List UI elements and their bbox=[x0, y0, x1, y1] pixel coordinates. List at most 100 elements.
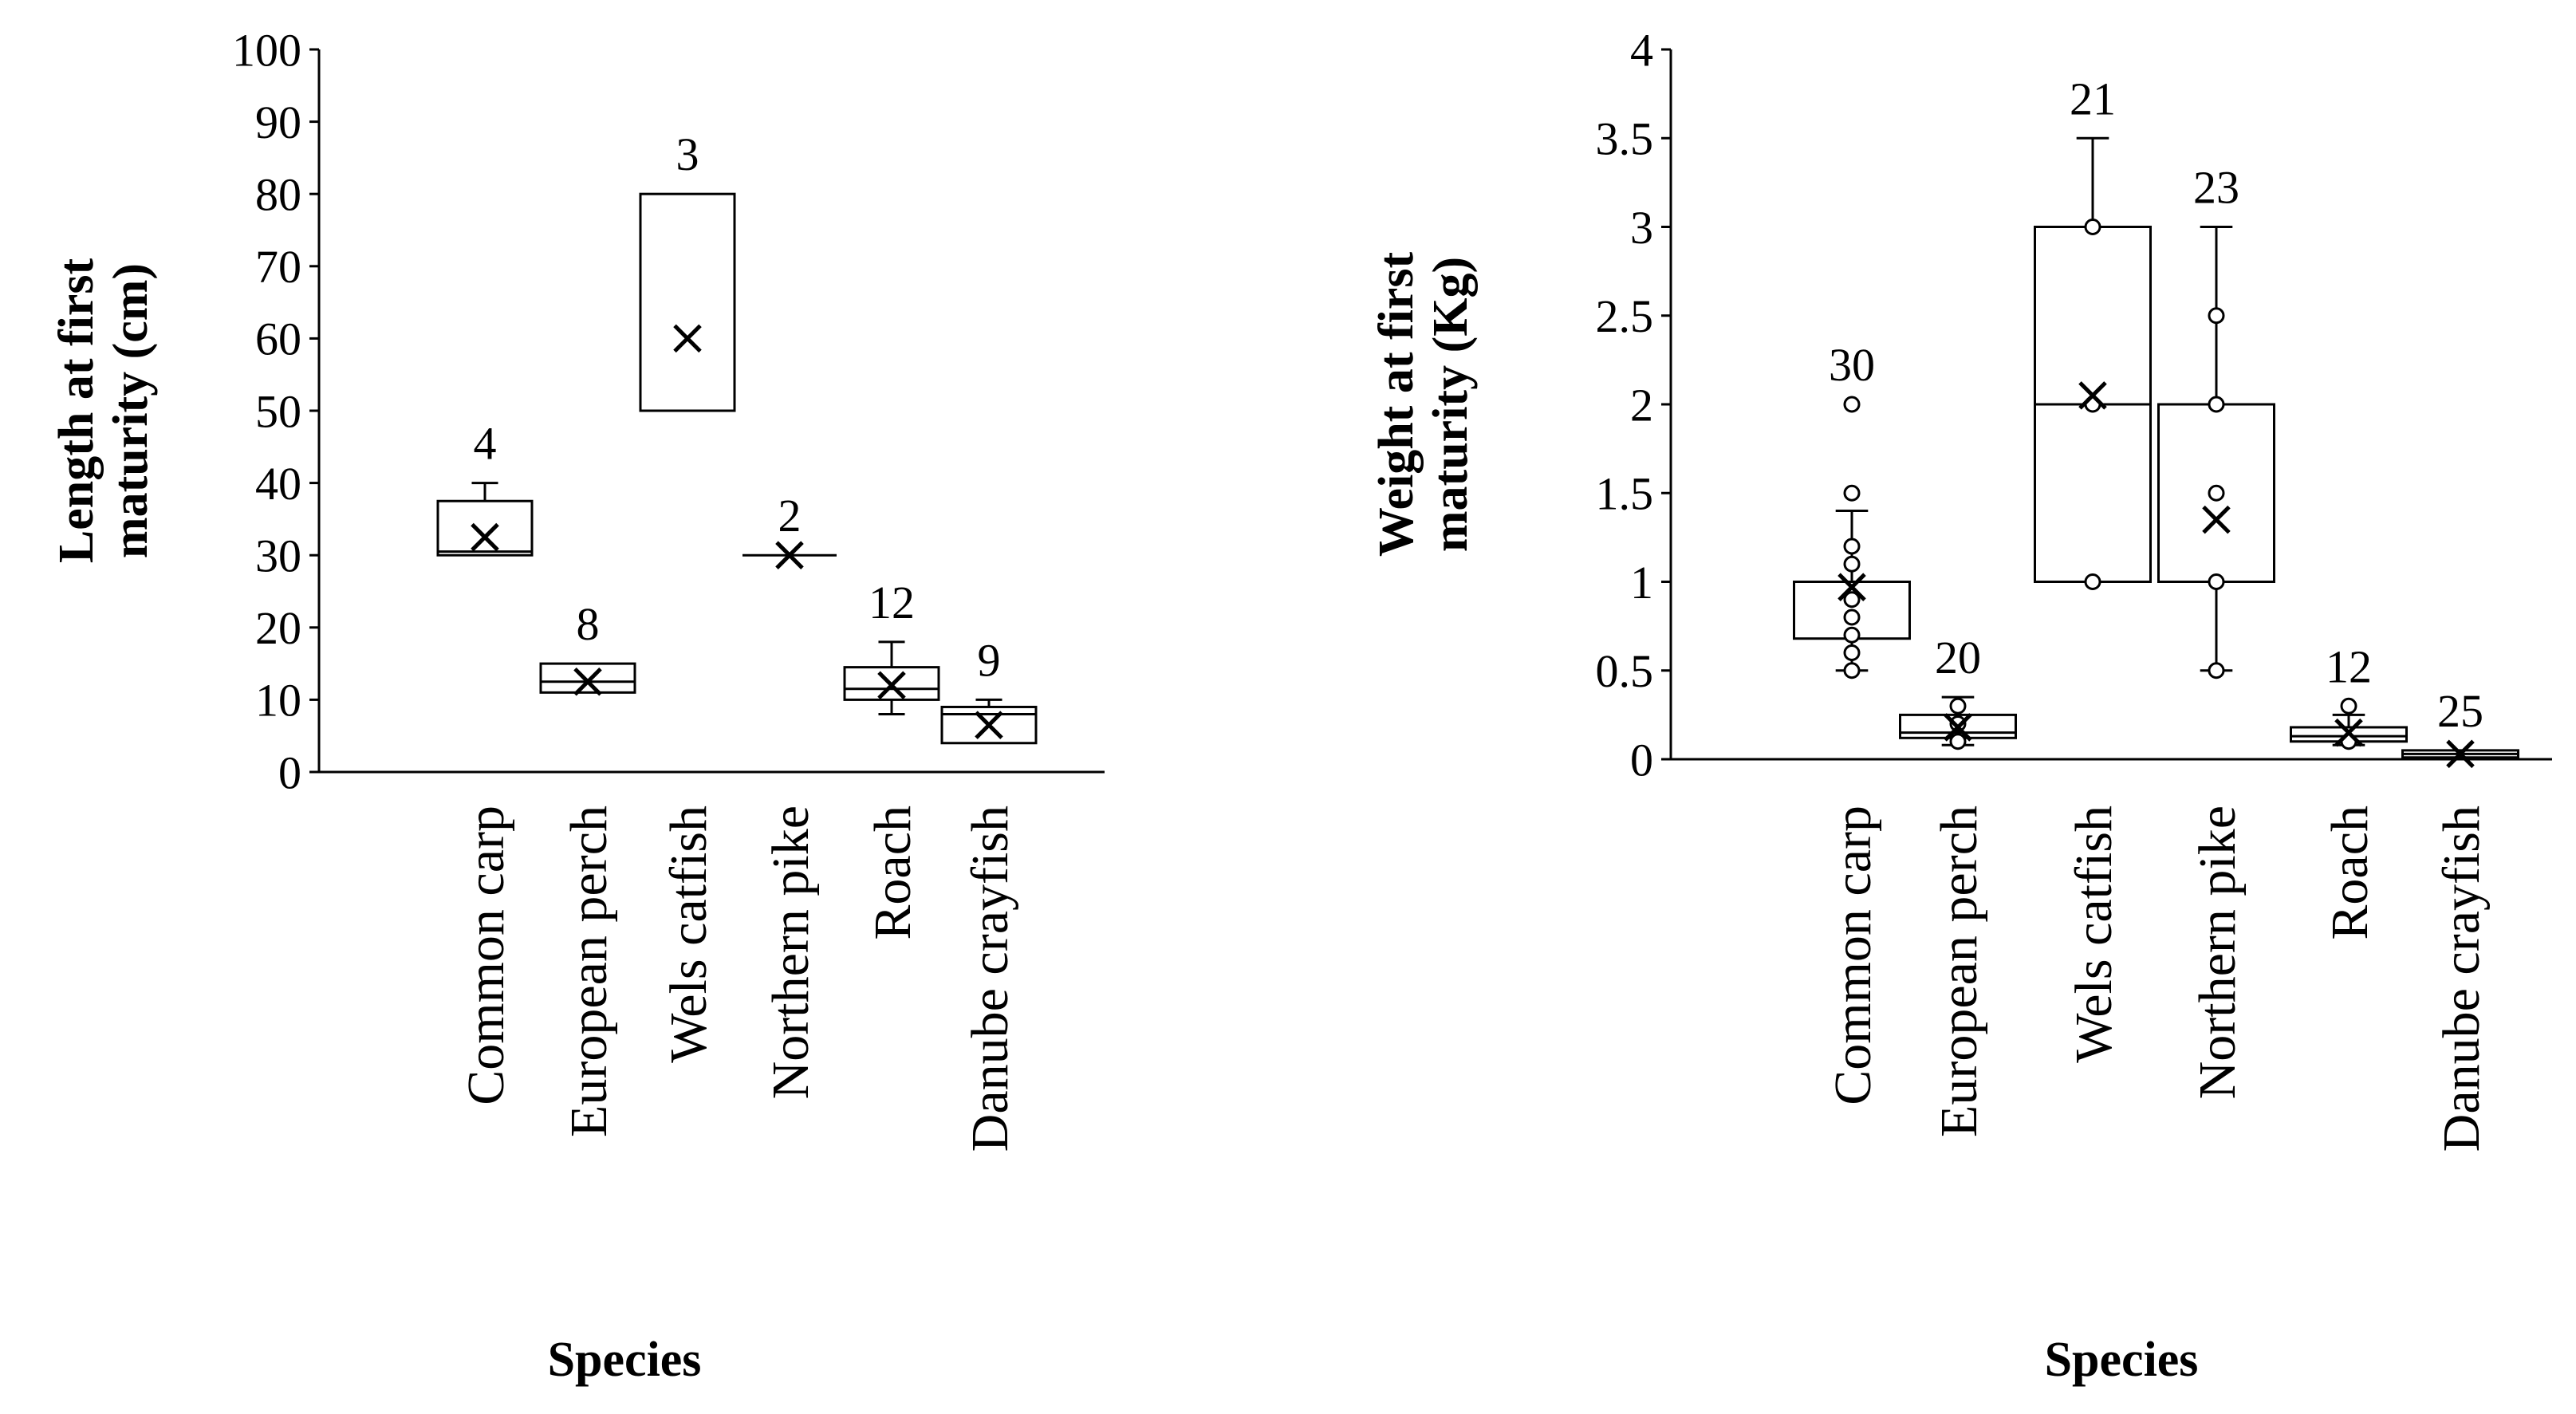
data-point bbox=[1843, 396, 1861, 413]
category-label-roach: Roach bbox=[864, 805, 922, 940]
mean-marker bbox=[573, 667, 602, 696]
box-roach: 12 bbox=[843, 577, 940, 716]
category-label-danube-crayfish: Danube crayfish bbox=[2432, 805, 2491, 1152]
data-point bbox=[1843, 609, 1861, 626]
box-northern-pike: 2 bbox=[742, 490, 837, 569]
mean-marker bbox=[775, 541, 804, 569]
n-label: 20 bbox=[1935, 632, 1981, 683]
y-tick-label: 0 bbox=[278, 746, 301, 798]
n-label: 25 bbox=[2437, 685, 2483, 737]
x-axis-title: Species bbox=[548, 1333, 702, 1387]
n-label: 3 bbox=[676, 128, 699, 180]
data-point bbox=[2084, 219, 2101, 235]
y-tick-label: 0.5 bbox=[1596, 645, 1654, 697]
data-point bbox=[2208, 396, 2225, 413]
box-roach: 12 bbox=[2290, 640, 2408, 750]
x-axis-title: Species bbox=[2045, 1333, 2199, 1387]
mean-marker bbox=[673, 324, 702, 353]
data-point bbox=[1949, 733, 1967, 750]
category-label-european-perch: European perch bbox=[560, 805, 618, 1137]
mean-marker bbox=[2446, 739, 2475, 769]
y-axis-title-line: Weight at first bbox=[1369, 252, 1424, 557]
y-tick-label: 100 bbox=[232, 24, 301, 76]
n-label: 30 bbox=[1829, 339, 1875, 391]
y-tick-label: 1.5 bbox=[1596, 468, 1654, 520]
length-chart: 0 10 20 30 40 50 60 70 80 90 100 Length at firstmat… bbox=[49, 24, 1105, 1387]
box-european-perch: 8 bbox=[539, 598, 636, 696]
box-danube-crayfish: 9 bbox=[940, 634, 1038, 745]
y-tick-label: 2.5 bbox=[1596, 290, 1654, 342]
y-tick-label: 80 bbox=[255, 169, 301, 221]
y-tick-label: 20 bbox=[255, 602, 301, 654]
box-wels-catfish: 21 bbox=[2034, 73, 2152, 590]
n-label: 8 bbox=[577, 598, 600, 650]
data-point bbox=[2208, 484, 2225, 502]
box-iqr bbox=[639, 192, 736, 412]
category-label-wels-catfish: Wels catfish bbox=[2065, 805, 2123, 1063]
n-label: 4 bbox=[474, 418, 497, 470]
y-tick-label: 3 bbox=[1630, 202, 1653, 254]
data-point bbox=[2340, 697, 2357, 715]
n-label: 21 bbox=[2070, 73, 2116, 124]
y-tick-label: 0 bbox=[1630, 734, 1653, 786]
y-tick-label: 40 bbox=[255, 458, 301, 510]
data-point bbox=[2084, 573, 2101, 590]
y-tick-label: 90 bbox=[255, 96, 301, 148]
box-iqr bbox=[436, 499, 534, 557]
y-tick-label: 1 bbox=[1630, 557, 1653, 609]
mean-marker bbox=[1837, 573, 1866, 601]
y-tick-label: 10 bbox=[255, 675, 301, 727]
y-axis-title: Length at firstmaturity (cm) bbox=[49, 258, 158, 564]
box-danube-crayfish: 25 bbox=[2401, 685, 2519, 769]
data-point bbox=[1843, 538, 1861, 555]
y-tick-label: 2 bbox=[1630, 379, 1653, 431]
box-common-carp: 30 bbox=[1793, 339, 1911, 679]
data-point bbox=[1843, 484, 1861, 502]
mean-marker bbox=[2334, 718, 2363, 747]
mean-marker bbox=[975, 711, 1003, 739]
category-label-common-carp: Common carp bbox=[1824, 805, 1882, 1105]
y-tick-label: 3.5 bbox=[1596, 113, 1654, 165]
data-point bbox=[2208, 307, 2225, 325]
category-label-common-carp: Common carp bbox=[457, 805, 515, 1105]
box-iqr bbox=[539, 662, 636, 694]
category-label-roach: Roach bbox=[2321, 805, 2379, 940]
mean-marker bbox=[2078, 381, 2107, 410]
box-wels-catfish: 3 bbox=[639, 128, 736, 412]
category-label-northern-pike: Northern pike bbox=[762, 805, 820, 1099]
mean-marker bbox=[471, 522, 499, 552]
data-point bbox=[1843, 555, 1861, 573]
data-point bbox=[2208, 662, 2225, 679]
box-european-perch: 20 bbox=[1899, 632, 2017, 750]
n-label: 23 bbox=[2193, 162, 2239, 214]
n-label: 12 bbox=[869, 577, 915, 628]
box-northern-pike: 23 bbox=[2157, 162, 2275, 679]
n-label: 2 bbox=[778, 490, 802, 542]
data-point bbox=[1843, 591, 1861, 609]
category-label-northern-pike: Northern pike bbox=[2188, 805, 2247, 1099]
category-label-wels-catfish: Wels catfish bbox=[660, 805, 718, 1063]
y-tick-label: 70 bbox=[255, 241, 301, 293]
mean-marker bbox=[877, 671, 906, 700]
y-axis-title-line: Length at first bbox=[49, 258, 104, 564]
y-tick-label: 30 bbox=[255, 530, 301, 582]
y-tick-label: 4 bbox=[1630, 24, 1653, 76]
box-common-carp: 4 bbox=[436, 418, 534, 557]
data-point bbox=[1843, 626, 1861, 644]
data-point bbox=[2208, 573, 2225, 590]
mean-marker bbox=[1944, 713, 1972, 742]
y-axis-title: Weight at firstmaturity (Kg) bbox=[1369, 252, 1478, 557]
category-label-danube-crayfish: Danube crayfish bbox=[961, 805, 1019, 1152]
y-tick-label: 60 bbox=[255, 313, 301, 365]
weight-chart: 0 0.5 1 1.5 2 2.5 3 3.5 4 Weight at firstmaturity… bbox=[1369, 24, 2552, 1387]
y-axis-title-line: maturity (cm) bbox=[104, 263, 158, 558]
n-label: 12 bbox=[2326, 640, 2372, 692]
mean-marker bbox=[2202, 505, 2231, 534]
data-point bbox=[1949, 715, 1967, 732]
y-tick-label: 50 bbox=[255, 385, 301, 437]
data-point bbox=[1843, 644, 1861, 661]
y-axis-title-line: maturity (Kg) bbox=[1424, 257, 1478, 552]
data-point bbox=[1949, 697, 1967, 715]
